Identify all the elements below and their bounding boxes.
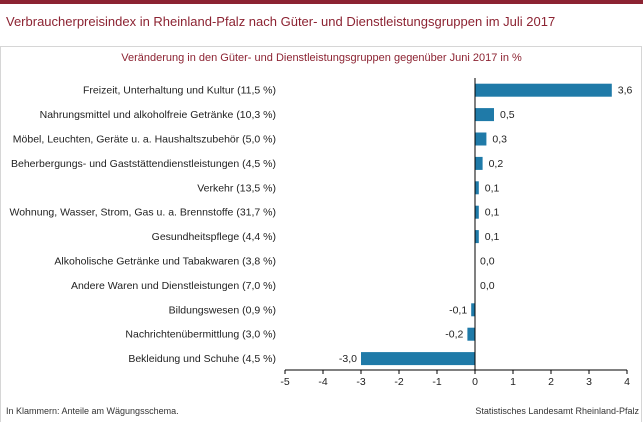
bar xyxy=(475,156,483,170)
category-label: Alkoholische Getränke und Tabakwaren (3,… xyxy=(54,256,276,268)
category-label: Möbel, Leuchten, Geräte u. a. Haushaltsz… xyxy=(13,134,276,146)
bar xyxy=(475,230,479,244)
bar xyxy=(475,205,479,219)
data-label: 0,0 xyxy=(480,280,495,292)
data-label: 0,5 xyxy=(500,109,515,121)
data-label: 0,1 xyxy=(485,207,500,219)
data-label: 3,6 xyxy=(618,85,633,97)
x-tick-label: -5 xyxy=(280,376,289,388)
data-label: 0,0 xyxy=(480,256,495,268)
x-tick-label: 2 xyxy=(548,376,554,388)
data-label: 0,1 xyxy=(485,182,500,194)
bar xyxy=(361,352,475,366)
x-tick-label: 0 xyxy=(472,376,478,388)
chart-subtitle: Veränderung in den Güter- und Dienstleis… xyxy=(121,52,522,64)
x-tick-label: 4 xyxy=(624,376,630,388)
category-label: Freizeit, Unterhaltung und Kultur (11,5 … xyxy=(83,85,276,97)
x-tick-label: -4 xyxy=(318,376,327,388)
top-accent-rule xyxy=(0,0,643,4)
data-label: -3,0 xyxy=(339,353,357,365)
category-label: Nachrichtenübermittlung (3,0 %) xyxy=(125,329,276,341)
data-label: 0,1 xyxy=(485,231,500,243)
bar xyxy=(467,327,475,341)
bar xyxy=(475,132,487,146)
source-note: Statistisches Landesamt Rheinland-Pfalz xyxy=(475,406,639,416)
category-label: Gesundheitspflege (4,4 %) xyxy=(152,231,276,243)
x-tick-label: -2 xyxy=(394,376,403,388)
data-label: 0,3 xyxy=(492,134,507,146)
x-tick-label: 1 xyxy=(510,376,516,388)
category-label: Wohnung, Wasser, Strom, Gas u. a. Brenns… xyxy=(9,207,276,219)
data-label: -0,1 xyxy=(449,304,467,316)
category-label: Bildungswesen (0,9 %) xyxy=(169,304,276,316)
page-title: Verbraucherpreisindex in Rheinland-Pfalz… xyxy=(6,14,556,29)
bar xyxy=(475,181,479,195)
footnote: In Klammern: Anteile am Wägungsschema. xyxy=(6,406,179,416)
chart-panel xyxy=(0,46,642,422)
bar xyxy=(475,108,494,122)
x-tick-label: -1 xyxy=(432,376,441,388)
x-tick-label: 3 xyxy=(586,376,592,388)
data-label: 0,2 xyxy=(489,158,504,170)
category-label: Beherbergungs- und Gaststättendienstleis… xyxy=(11,158,276,170)
data-label: -0,2 xyxy=(445,329,463,341)
x-tick-label: -3 xyxy=(356,376,365,388)
bar xyxy=(475,83,612,97)
category-label: Nahrungsmittel und alkoholfreie Getränke… xyxy=(40,109,276,121)
category-label: Verkehr (13,5 %) xyxy=(197,182,276,194)
bar xyxy=(471,303,475,317)
category-label: Andere Waren und Dienstleistungen (7,0 %… xyxy=(71,280,276,292)
category-label: Bekleidung und Schuhe (4,5 %) xyxy=(128,353,276,365)
